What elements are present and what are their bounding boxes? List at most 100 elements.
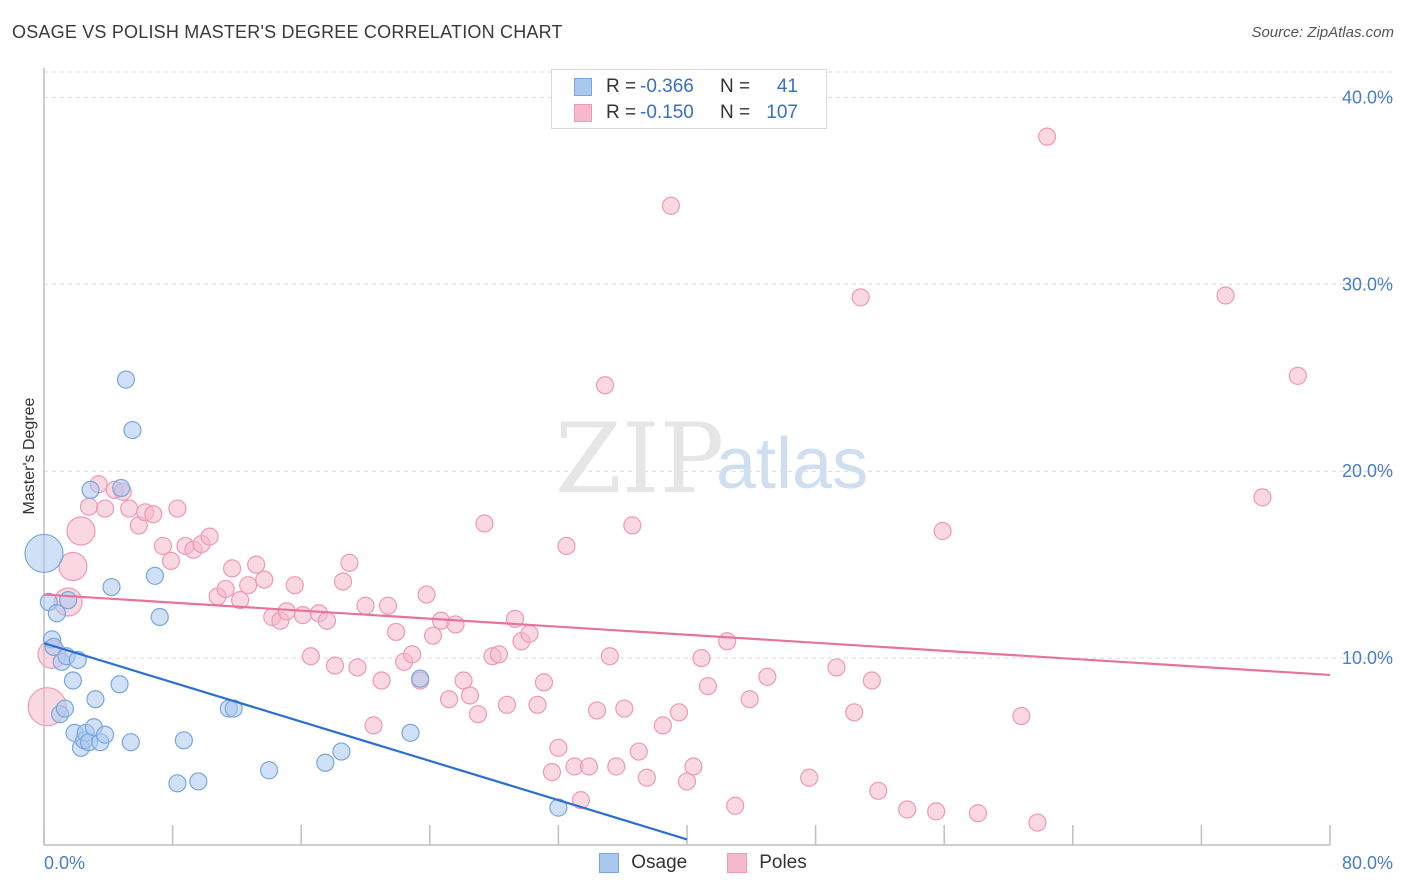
poles-point xyxy=(692,648,711,668)
chart-title: OSAGE VS POLISH MASTER'S DEGREE CORRELAT… xyxy=(12,22,563,42)
poles-point xyxy=(684,757,703,776)
poles-point xyxy=(661,196,681,215)
poles-point xyxy=(520,624,539,643)
osage-point xyxy=(189,772,208,791)
poles-point xyxy=(1037,127,1057,146)
osage-point xyxy=(102,577,121,597)
poles-point xyxy=(542,763,562,782)
osage-point xyxy=(110,675,129,694)
poles-point xyxy=(968,804,988,823)
poles-point xyxy=(851,288,870,307)
poles-point xyxy=(827,658,846,677)
poles-point xyxy=(489,645,509,664)
osage-swatch-icon xyxy=(599,853,620,873)
poles-point xyxy=(216,579,235,599)
osage-trend-line xyxy=(43,642,688,841)
osage-point xyxy=(63,671,83,690)
poles-point xyxy=(255,570,274,589)
poles-point xyxy=(549,738,568,757)
poles-point xyxy=(301,647,320,666)
watermark-zip: ZIP xyxy=(555,403,724,515)
poles-point xyxy=(317,611,337,630)
y-tick-label: 20.0% xyxy=(1342,461,1393,481)
poles-point xyxy=(66,516,96,546)
legend-n-label: N = xyxy=(720,76,751,97)
legend-r-label: R = xyxy=(606,76,637,97)
poles-swatch-icon xyxy=(574,104,592,122)
poles-point xyxy=(120,499,139,518)
osage-point xyxy=(86,690,105,709)
poles-point xyxy=(587,701,607,720)
poles-point xyxy=(623,516,642,535)
poles-point xyxy=(372,671,391,690)
legend-item-osage[interactable]: Osage xyxy=(599,852,687,874)
legend-r-label: R = xyxy=(606,102,637,123)
osage-point xyxy=(332,742,351,761)
poles-point xyxy=(293,606,312,625)
poles-point xyxy=(600,647,619,666)
poles-point xyxy=(386,622,406,642)
poles-point xyxy=(933,521,952,541)
axis-labels: 10.0% 20.0% 30.0% 40.0% 0.0% 80.0% Master's De… xyxy=(21,87,1393,873)
poles-point xyxy=(340,553,359,572)
poles-point xyxy=(58,551,88,582)
legend-n-value: 41 xyxy=(776,76,798,97)
poles-point xyxy=(468,705,488,724)
osage-point xyxy=(47,604,66,623)
poles-point xyxy=(423,626,443,645)
poles-point xyxy=(1216,286,1235,305)
correlation-legend: R = -0.366 N = 41 R = -0.150 N = 107 xyxy=(551,69,827,129)
poles-point xyxy=(1012,706,1031,726)
poles-point xyxy=(446,615,465,634)
osage-point xyxy=(116,370,136,389)
poles-trend-line xyxy=(43,593,1331,677)
poles-point xyxy=(144,505,163,524)
osage-point xyxy=(174,731,193,750)
poles-point xyxy=(1253,488,1272,507)
osage-point xyxy=(316,753,335,772)
legend-n-label: N = xyxy=(720,102,751,123)
poles-point xyxy=(168,499,187,518)
poles-point xyxy=(758,667,777,686)
poles-point xyxy=(571,791,591,810)
osage-point xyxy=(150,607,169,627)
osage-point xyxy=(145,566,165,585)
poles-point xyxy=(927,802,946,821)
poles-point xyxy=(637,768,656,787)
poles-point xyxy=(403,645,422,664)
osage-point xyxy=(168,774,187,793)
poles-point xyxy=(869,781,888,800)
poles-point xyxy=(607,757,626,776)
x-tick-label: 0.0% xyxy=(44,853,85,873)
poles-point xyxy=(845,703,864,722)
poles-point xyxy=(726,796,745,815)
poles-point xyxy=(356,596,375,615)
poles-point xyxy=(454,671,473,690)
osage-point xyxy=(81,480,100,499)
osage-point xyxy=(112,478,131,498)
poles-point xyxy=(475,514,494,533)
poles-point xyxy=(277,602,296,621)
poles-point xyxy=(800,768,819,787)
poles-point xyxy=(615,699,634,718)
poles-point xyxy=(79,497,99,516)
series-legend: Osage Poles xyxy=(0,852,1406,874)
poles-point xyxy=(439,690,459,709)
poles-point xyxy=(862,671,881,690)
poles-point xyxy=(348,658,367,677)
legend-label-poles: Poles xyxy=(759,852,807,873)
legend-item-poles[interactable]: Poles xyxy=(727,852,807,874)
y-axis-title: Master's Degree xyxy=(21,397,38,514)
watermark-atlas: atlas xyxy=(716,424,868,504)
poles-point xyxy=(200,527,219,546)
osage-point xyxy=(59,591,78,610)
y-tick-label: 40.0% xyxy=(1342,87,1393,107)
grid-lines xyxy=(44,71,1392,659)
poles-swatch-icon xyxy=(727,853,748,873)
legend-row-poles: R = -0.150 N = 107 xyxy=(574,102,798,124)
poles-point xyxy=(1028,813,1047,832)
osage-swatch-icon xyxy=(574,78,592,96)
poles-point xyxy=(557,536,576,556)
poles-point xyxy=(333,572,353,591)
